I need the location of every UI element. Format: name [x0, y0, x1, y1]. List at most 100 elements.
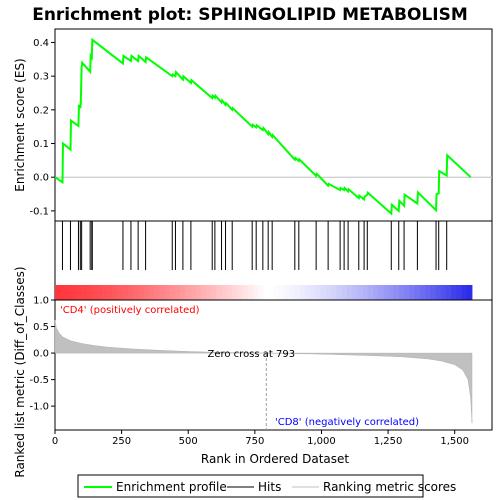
rank-band-segment [425, 285, 431, 300]
rank-band-segment [320, 285, 327, 300]
rank-band-segment [310, 285, 317, 300]
rank-band-segment [279, 285, 285, 300]
rank-band-segment [378, 285, 384, 300]
rank-band-segment [117, 285, 124, 300]
rank-band-segment [247, 285, 254, 300]
rank-band-segment [232, 285, 238, 300]
rank-band-segment [96, 285, 103, 300]
rank-band-segment [148, 285, 155, 300]
metric-tick-label: 1.0 [33, 296, 49, 307]
enrichment-profile-line [54, 37, 472, 216]
metric-tick-label: 0.0 [33, 349, 49, 360]
rank-band-segment [372, 285, 379, 300]
rank-band-segment [367, 285, 374, 300]
rank-band-segment [133, 285, 139, 300]
rank-band-segment [289, 285, 296, 300]
rank-band-segment [341, 285, 348, 300]
rank-band-segment [399, 285, 405, 300]
rank-axis-label: Rank in Ordered Dataset [201, 452, 349, 466]
rank-band-segment [299, 285, 306, 300]
rank-band-segment [273, 285, 280, 300]
es-axis-label: Enrichment score (ES) [13, 58, 27, 191]
rank-band-segment [143, 285, 150, 300]
rank-band-segment [336, 285, 343, 300]
rank-band-segment [419, 285, 426, 300]
es-axis-ticks: 0.4 0.3 0.2 0.1 0.0 -0.1 [29, 38, 55, 217]
rank-band-segment [331, 285, 337, 300]
rank-band-segment [221, 285, 228, 300]
rank-band-segment [414, 285, 421, 300]
rank-band-segment [174, 285, 181, 300]
rank-band-segment [326, 285, 332, 300]
rank-band-segment [284, 285, 290, 300]
legend: Enrichment profile Hits Ranking metric s… [77, 474, 456, 498]
legend-item-hits: Hits [258, 480, 281, 494]
es-tick-label: 0.3 [33, 72, 49, 83]
rank-band-segment [466, 285, 473, 300]
es-tick-label: 0.4 [33, 38, 49, 49]
metric-axis-label: Ranked list metric (Diff_of_Classes) [13, 266, 27, 477]
rank-tick-label: 500 [179, 436, 198, 447]
rank-band-segment [404, 285, 410, 300]
es-tick-label: -0.1 [29, 206, 49, 217]
zero-cross-label: Zero cross at 793 [207, 349, 295, 360]
rank-color-band [55, 285, 473, 300]
top-panel-frame [54, 28, 493, 222]
rank-band-segment [164, 285, 171, 300]
rank-band-segment [75, 285, 82, 300]
hit-markers [61, 221, 448, 270]
rank-band-segment [112, 285, 118, 300]
legend-item-profile: Enrichment profile [116, 480, 227, 494]
es-tick-label: 0.1 [33, 139, 49, 150]
metric-tick-label: -1.0 [29, 402, 49, 413]
rank-band-segment [456, 285, 462, 300]
legend-item-metric: Ranking metric scores [323, 480, 456, 494]
rank-tick-label: 1,000 [307, 436, 336, 447]
metric-tick-label: -0.5 [29, 375, 49, 386]
rank-band-segment [206, 285, 212, 300]
rank-band-segment [445, 285, 452, 300]
rank-band-segment [216, 285, 223, 300]
rank-band-segment [195, 285, 202, 300]
rank-band-segment [65, 285, 72, 300]
rank-axis-ticks: 0 250 500 750 1,000 1,250 1,500 [52, 430, 469, 447]
rank-band-segment [362, 285, 369, 300]
rank-band-segment [138, 285, 145, 300]
negative-correlation-label: 'CD8' (negatively correlated) [275, 417, 419, 428]
rank-tick-label: 0 [52, 436, 58, 447]
rank-band-segment [346, 285, 353, 300]
rank-band-segment [388, 285, 395, 300]
rank-band-segment [169, 285, 176, 300]
rank-band-segment [393, 285, 400, 300]
chart-title: Enrichment plot: SPHINGOLIPID METABOLISM [32, 5, 468, 25]
positive-correlation-label: 'CD4' (positively correlated) [60, 305, 200, 316]
rank-band-segment [258, 285, 264, 300]
rank-tick-label: 1,250 [374, 436, 403, 447]
rank-tick-label: 750 [245, 436, 264, 447]
enrichment-score-panel: 0.4 0.3 0.2 0.1 0.0 -0.1 Enrichment score (ES… [13, 28, 493, 222]
rank-band-segment [180, 285, 186, 300]
rank-tick-label: 250 [112, 436, 131, 447]
rank-band-segment [185, 285, 191, 300]
rank-band-segment [237, 285, 244, 300]
rank-band-segment [190, 285, 197, 300]
rank-band-segment [107, 285, 113, 300]
rank-band-segment [154, 285, 160, 300]
rank-band-segment [383, 285, 390, 300]
rank-band-segment [435, 285, 442, 300]
hits-panel [54, 220, 493, 301]
rank-band-segment [461, 285, 468, 300]
rank-band-segment [352, 285, 358, 300]
rank-band-segment [409, 285, 416, 300]
rank-band-segment [81, 285, 87, 300]
rank-band-segment [451, 285, 457, 300]
ranking-metric-area [54, 320, 473, 424]
metric-axis-ticks: 1.0 0.5 0.0 -0.5 -1.0 [29, 296, 55, 413]
rank-band-segment [315, 285, 322, 300]
rank-band-segment [70, 285, 77, 300]
rank-band-segment [122, 285, 129, 300]
rank-band-segment [357, 285, 363, 300]
rank-band-segment [263, 285, 270, 300]
rank-band-segment [227, 285, 233, 300]
